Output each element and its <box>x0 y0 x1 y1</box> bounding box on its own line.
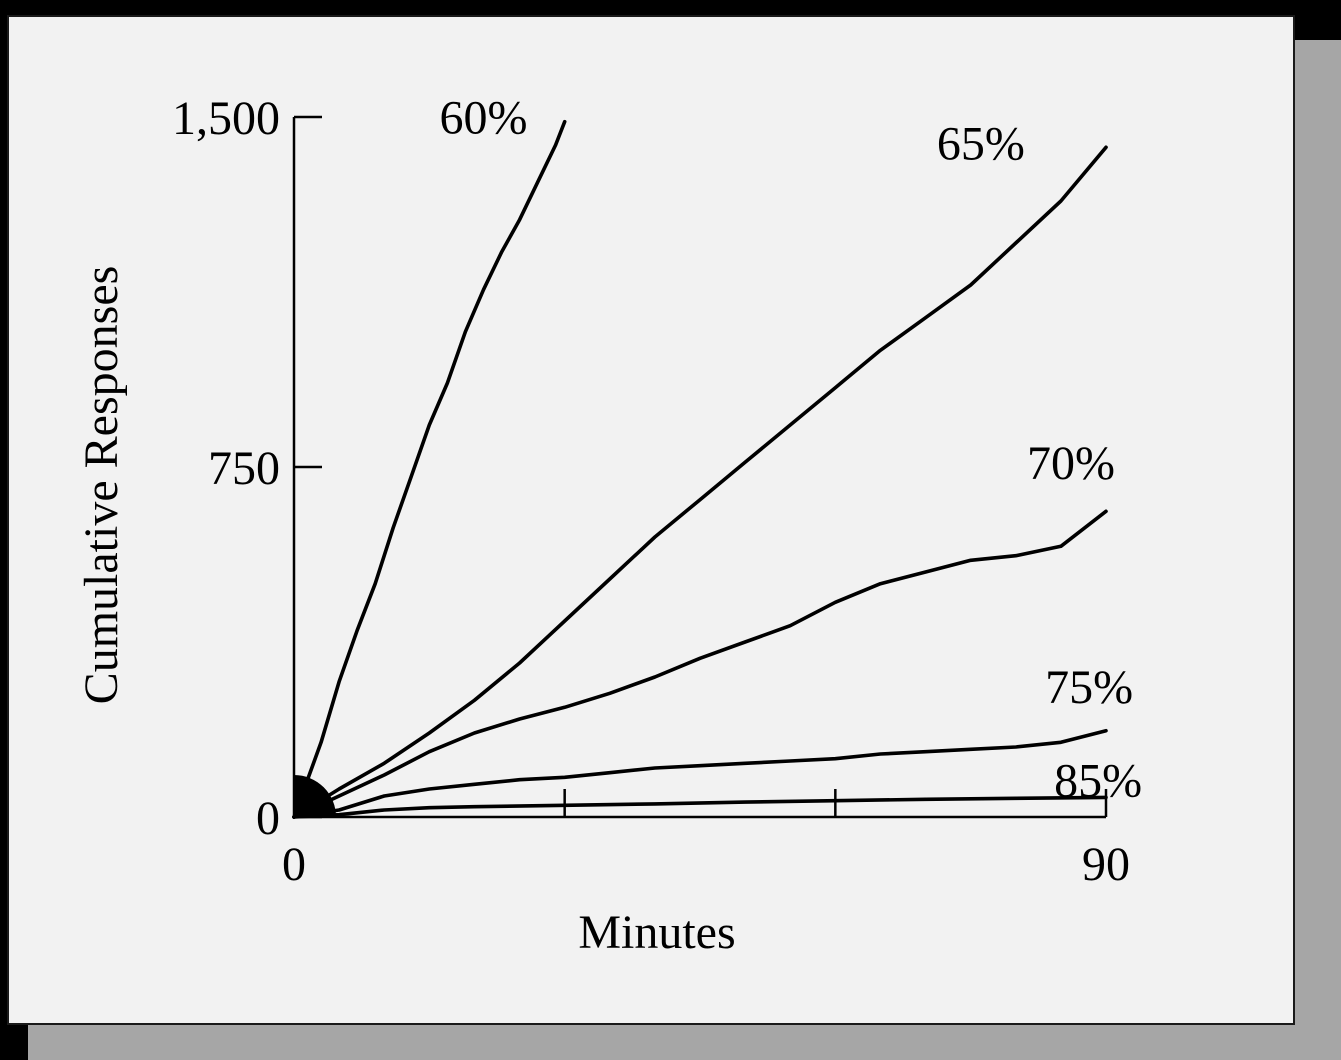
series-label-1: 65% <box>937 117 1025 170</box>
y-tick-label-0: 0 <box>256 792 280 845</box>
series-line-1 <box>292 145 1108 819</box>
axes: 0 750 1,500 0 90 <box>172 92 1130 891</box>
series-line-0 <box>292 119 567 819</box>
series-label-3: 75% <box>1045 661 1133 714</box>
x-axis-label: Minutes <box>578 906 735 959</box>
chart-panel <box>7 15 1295 1025</box>
y-tick-label-2: 1,500 <box>172 92 280 145</box>
x-tick-label-3: 90 <box>1082 838 1130 891</box>
series-line-4 <box>292 795 1108 819</box>
series-label-0: 60% <box>439 92 527 145</box>
y-axis-label: Cumulative Responses <box>75 266 128 705</box>
series-layer: 60% 65% 70% 75% 85% <box>292 92 1142 819</box>
series-label-4: 85% <box>1054 754 1142 807</box>
x-tick-label-0: 0 <box>282 838 306 891</box>
series-line-3 <box>292 728 1108 819</box>
series-label-2: 70% <box>1027 437 1115 490</box>
y-tick-label-1: 750 <box>208 442 280 495</box>
series-line-2 <box>292 509 1108 819</box>
